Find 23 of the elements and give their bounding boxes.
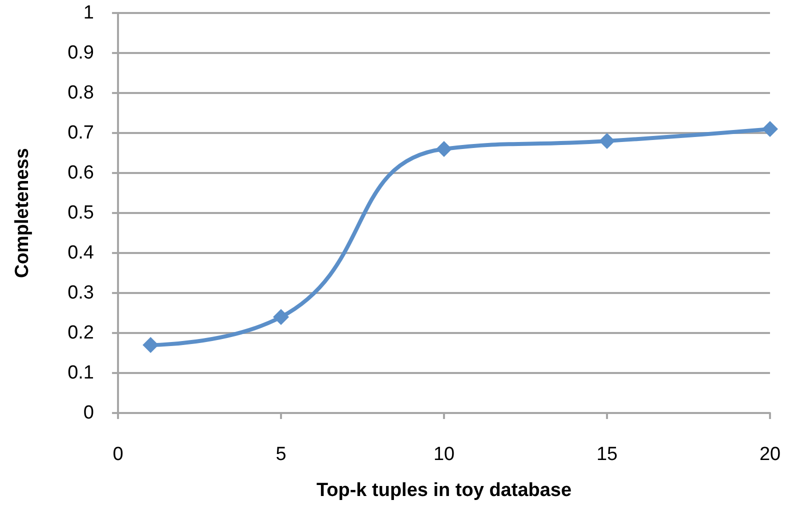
y-tick-label: 0.8 [68,82,94,104]
point [273,309,289,325]
y-tick-label: 0 [83,402,94,424]
point [142,337,159,353]
y-tick-label: 0.3 [68,282,94,304]
y-tick-label: 0.5 [68,202,94,224]
y-tick-label: 0.7 [68,122,94,144]
point [436,141,452,157]
y-tick-label: 0.6 [68,162,94,184]
x-tick-label: 20 [759,444,781,465]
point [599,133,615,149]
y-tick-label: 0.1 [68,362,94,384]
x-axis-title: Top-k tuples in toy database [316,480,572,501]
y-tick-label: 1 [83,2,94,24]
x-tick-label: 0 [112,444,124,465]
x-tick-label: 5 [276,444,286,465]
y-axis-title: Completeness [12,148,33,278]
y-tick-label: 0.4 [68,242,94,264]
y-tick-label: 0.9 [68,42,94,64]
x-tick-label: 15 [596,444,618,465]
point [762,121,778,137]
y-tick-label: 0.2 [68,322,94,344]
x-tick-label: 10 [433,444,455,465]
